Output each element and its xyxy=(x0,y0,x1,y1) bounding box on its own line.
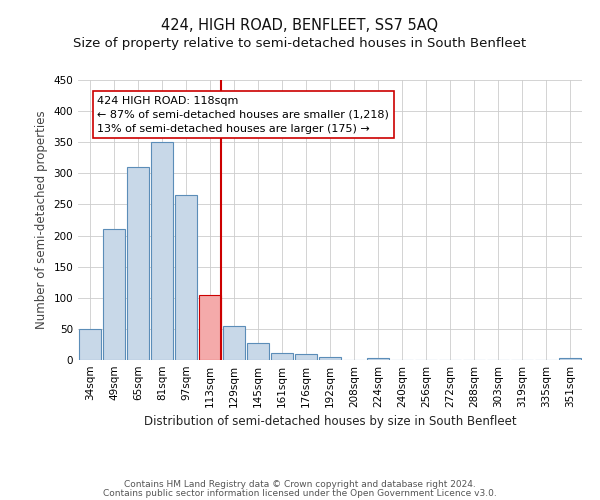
Y-axis label: Number of semi-detached properties: Number of semi-detached properties xyxy=(35,110,48,330)
Bar xyxy=(319,357,341,360)
Bar xyxy=(199,294,221,360)
Bar xyxy=(175,195,197,360)
Bar xyxy=(559,358,581,360)
Bar xyxy=(295,354,317,360)
Text: 424 HIGH ROAD: 118sqm
← 87% of semi-detached houses are smaller (1,218)
13% of s: 424 HIGH ROAD: 118sqm ← 87% of semi-deta… xyxy=(97,96,389,134)
Bar xyxy=(127,167,149,360)
Text: 424, HIGH ROAD, BENFLEET, SS7 5AQ: 424, HIGH ROAD, BENFLEET, SS7 5AQ xyxy=(161,18,439,32)
Bar xyxy=(223,326,245,360)
Bar xyxy=(271,352,293,360)
Text: Size of property relative to semi-detached houses in South Benfleet: Size of property relative to semi-detach… xyxy=(73,38,527,51)
Bar xyxy=(151,142,173,360)
Text: Contains public sector information licensed under the Open Government Licence v3: Contains public sector information licen… xyxy=(103,488,497,498)
Text: Contains HM Land Registry data © Crown copyright and database right 2024.: Contains HM Land Registry data © Crown c… xyxy=(124,480,476,489)
Bar xyxy=(367,358,389,360)
Bar xyxy=(247,342,269,360)
Bar xyxy=(103,230,125,360)
Bar xyxy=(79,329,101,360)
X-axis label: Distribution of semi-detached houses by size in South Benfleet: Distribution of semi-detached houses by … xyxy=(143,416,517,428)
